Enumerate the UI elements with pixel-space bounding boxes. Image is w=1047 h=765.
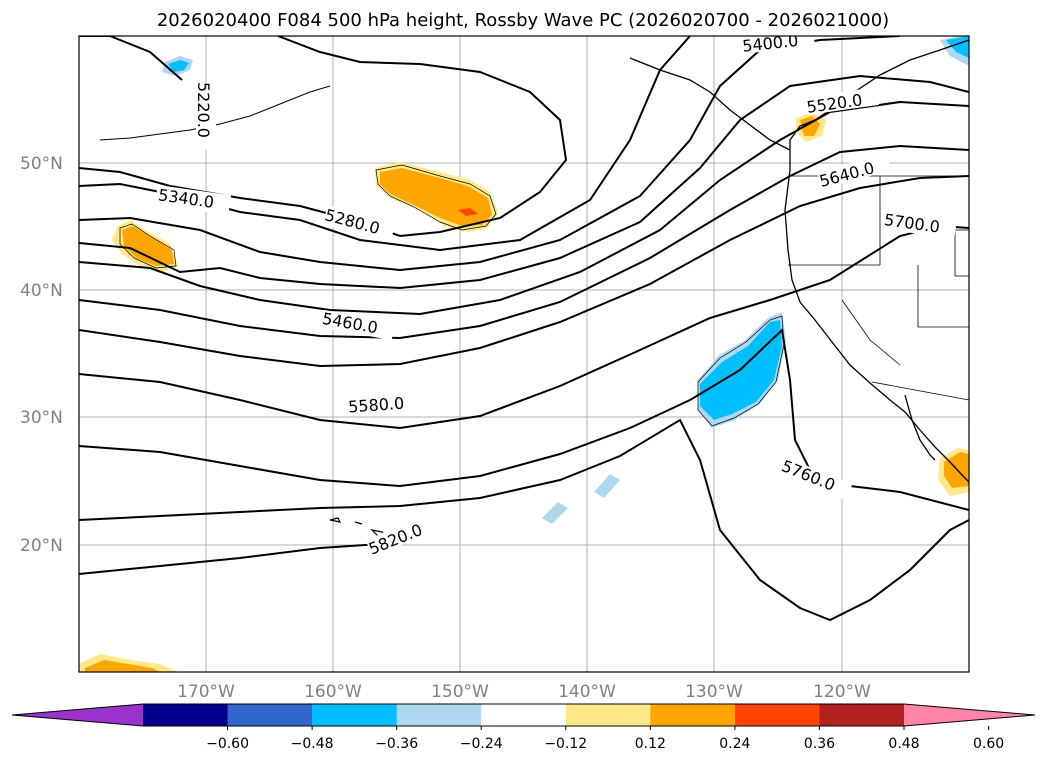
colorbar-segment	[396, 704, 482, 726]
map-panel: 5220.0 5340.0 5280.0 5400.0 5520.0 5640.…	[78, 31, 970, 673]
colorbar-tick-label: 0.48	[888, 736, 919, 752]
coastline-baja	[904, 394, 936, 461]
shade-light-blue-small-2	[594, 474, 620, 498]
shade-orange-sw-corner	[85, 660, 160, 672]
colorbar-tick-label: −0.24	[460, 736, 503, 752]
outline-central	[375, 164, 497, 231]
contour-5220-line	[79, 36, 183, 81]
boundaries	[788, 175, 969, 401]
lon-tick-120w: 120°W	[813, 682, 871, 702]
label-halo-5580	[347, 391, 421, 415]
contour-5580-line	[79, 144, 969, 340]
contour-5520-line	[79, 100, 969, 316]
label-halo-5700	[882, 211, 957, 239]
colorbar-extend-min	[12, 704, 143, 726]
lat-tick-50: 50°N	[20, 154, 63, 174]
colorbar-tick-label: −0.12	[544, 736, 587, 752]
figure-title: 2026020400 F084 500 hPa height, Rossby W…	[157, 10, 889, 31]
lon-tick-170w: 170°W	[177, 682, 235, 702]
colorbar-segment	[565, 704, 651, 726]
shade-orange-west	[122, 226, 174, 266]
label-halo-5280	[322, 205, 396, 243]
label-halo-5760	[778, 457, 853, 501]
colorbar-tick-label: −0.48	[291, 736, 334, 752]
colorbar-tick-label: 0.60	[973, 736, 1004, 752]
colorbar-outline	[11, 703, 1036, 727]
lon-tick-130w: 130°W	[685, 682, 743, 702]
coastline-aleutians	[99, 85, 331, 141]
lon-tick-140w: 140°W	[558, 682, 616, 702]
shade-light-blue-small-1	[542, 502, 568, 524]
label-halo-5640	[817, 152, 892, 189]
lat-tick-20: 20°N	[20, 536, 63, 556]
colorbar-segment	[819, 704, 905, 726]
lon-tick-150w: 150°W	[431, 682, 489, 702]
map-frame	[78, 35, 970, 673]
contour-5820-line	[79, 418, 969, 622]
outline-west	[119, 223, 177, 269]
contour-labels: 5220.0 5340.0 5280.0 5400.0 5520.0 5640.…	[154, 31, 957, 559]
lon-tick-160w: 160°W	[304, 682, 362, 702]
colorbar-segment	[481, 704, 567, 726]
contour-5700-line	[79, 224, 969, 430]
label-halo-5520	[805, 87, 880, 115]
label-halo-5460	[320, 309, 395, 341]
contour-label-5580: 5580.0	[348, 394, 405, 417]
colorbar-extend-max	[904, 704, 1035, 726]
contour-5400-line	[79, 36, 901, 272]
colorbar-segment	[143, 704, 229, 726]
border-california-nevada	[841, 299, 901, 366]
border-us-mexico	[871, 381, 969, 401]
colorbar-tick-label: 0.12	[635, 736, 666, 752]
label-halo-5340	[154, 184, 232, 216]
lat-tick-40: 40°N	[20, 281, 63, 301]
contour-5460-line	[79, 74, 969, 290]
colorbar-segment	[734, 704, 820, 726]
colorbar-tick-label: −0.60	[206, 736, 249, 752]
colorbar-segment	[227, 704, 313, 726]
lat-tick-30: 30°N	[20, 408, 63, 428]
coastline-alaska-panhandle	[629, 57, 791, 151]
colorbar: −0.60 −0.48 −0.36 −0.24 −0.12 0.12 0.24 0.36 0.4…	[11, 703, 1036, 752]
colorbar-tick-label: 0.36	[804, 736, 835, 752]
outline-east	[697, 315, 785, 427]
shade-orange-mexico	[944, 452, 969, 488]
shade-cyan-small	[168, 60, 189, 72]
lon-tick-labels: 170°W 160°W 150°W 140°W 130°W 120°W	[177, 682, 871, 702]
label-halo-5220	[196, 90, 216, 150]
lat-tick-labels: 50°N 40°N 30°N 20°N	[20, 154, 63, 556]
colorbar-tick-label: 0.24	[719, 736, 750, 752]
label-halo-5820	[365, 513, 440, 557]
colorbar-segment	[650, 704, 736, 726]
contour-5640-line	[79, 175, 969, 368]
shade-red-spot	[458, 208, 478, 216]
colorbar-tick-label: −0.36	[375, 736, 418, 752]
colorbar-segment	[312, 704, 398, 726]
contour-5880-line	[79, 543, 381, 575]
contour-label-5400: 5400.0	[741, 31, 799, 56]
contour-label-5220: 5220.0	[194, 82, 213, 138]
anomaly-outlines	[119, 164, 785, 427]
label-halo-5400	[741, 36, 815, 54]
coastlines	[99, 39, 969, 549]
